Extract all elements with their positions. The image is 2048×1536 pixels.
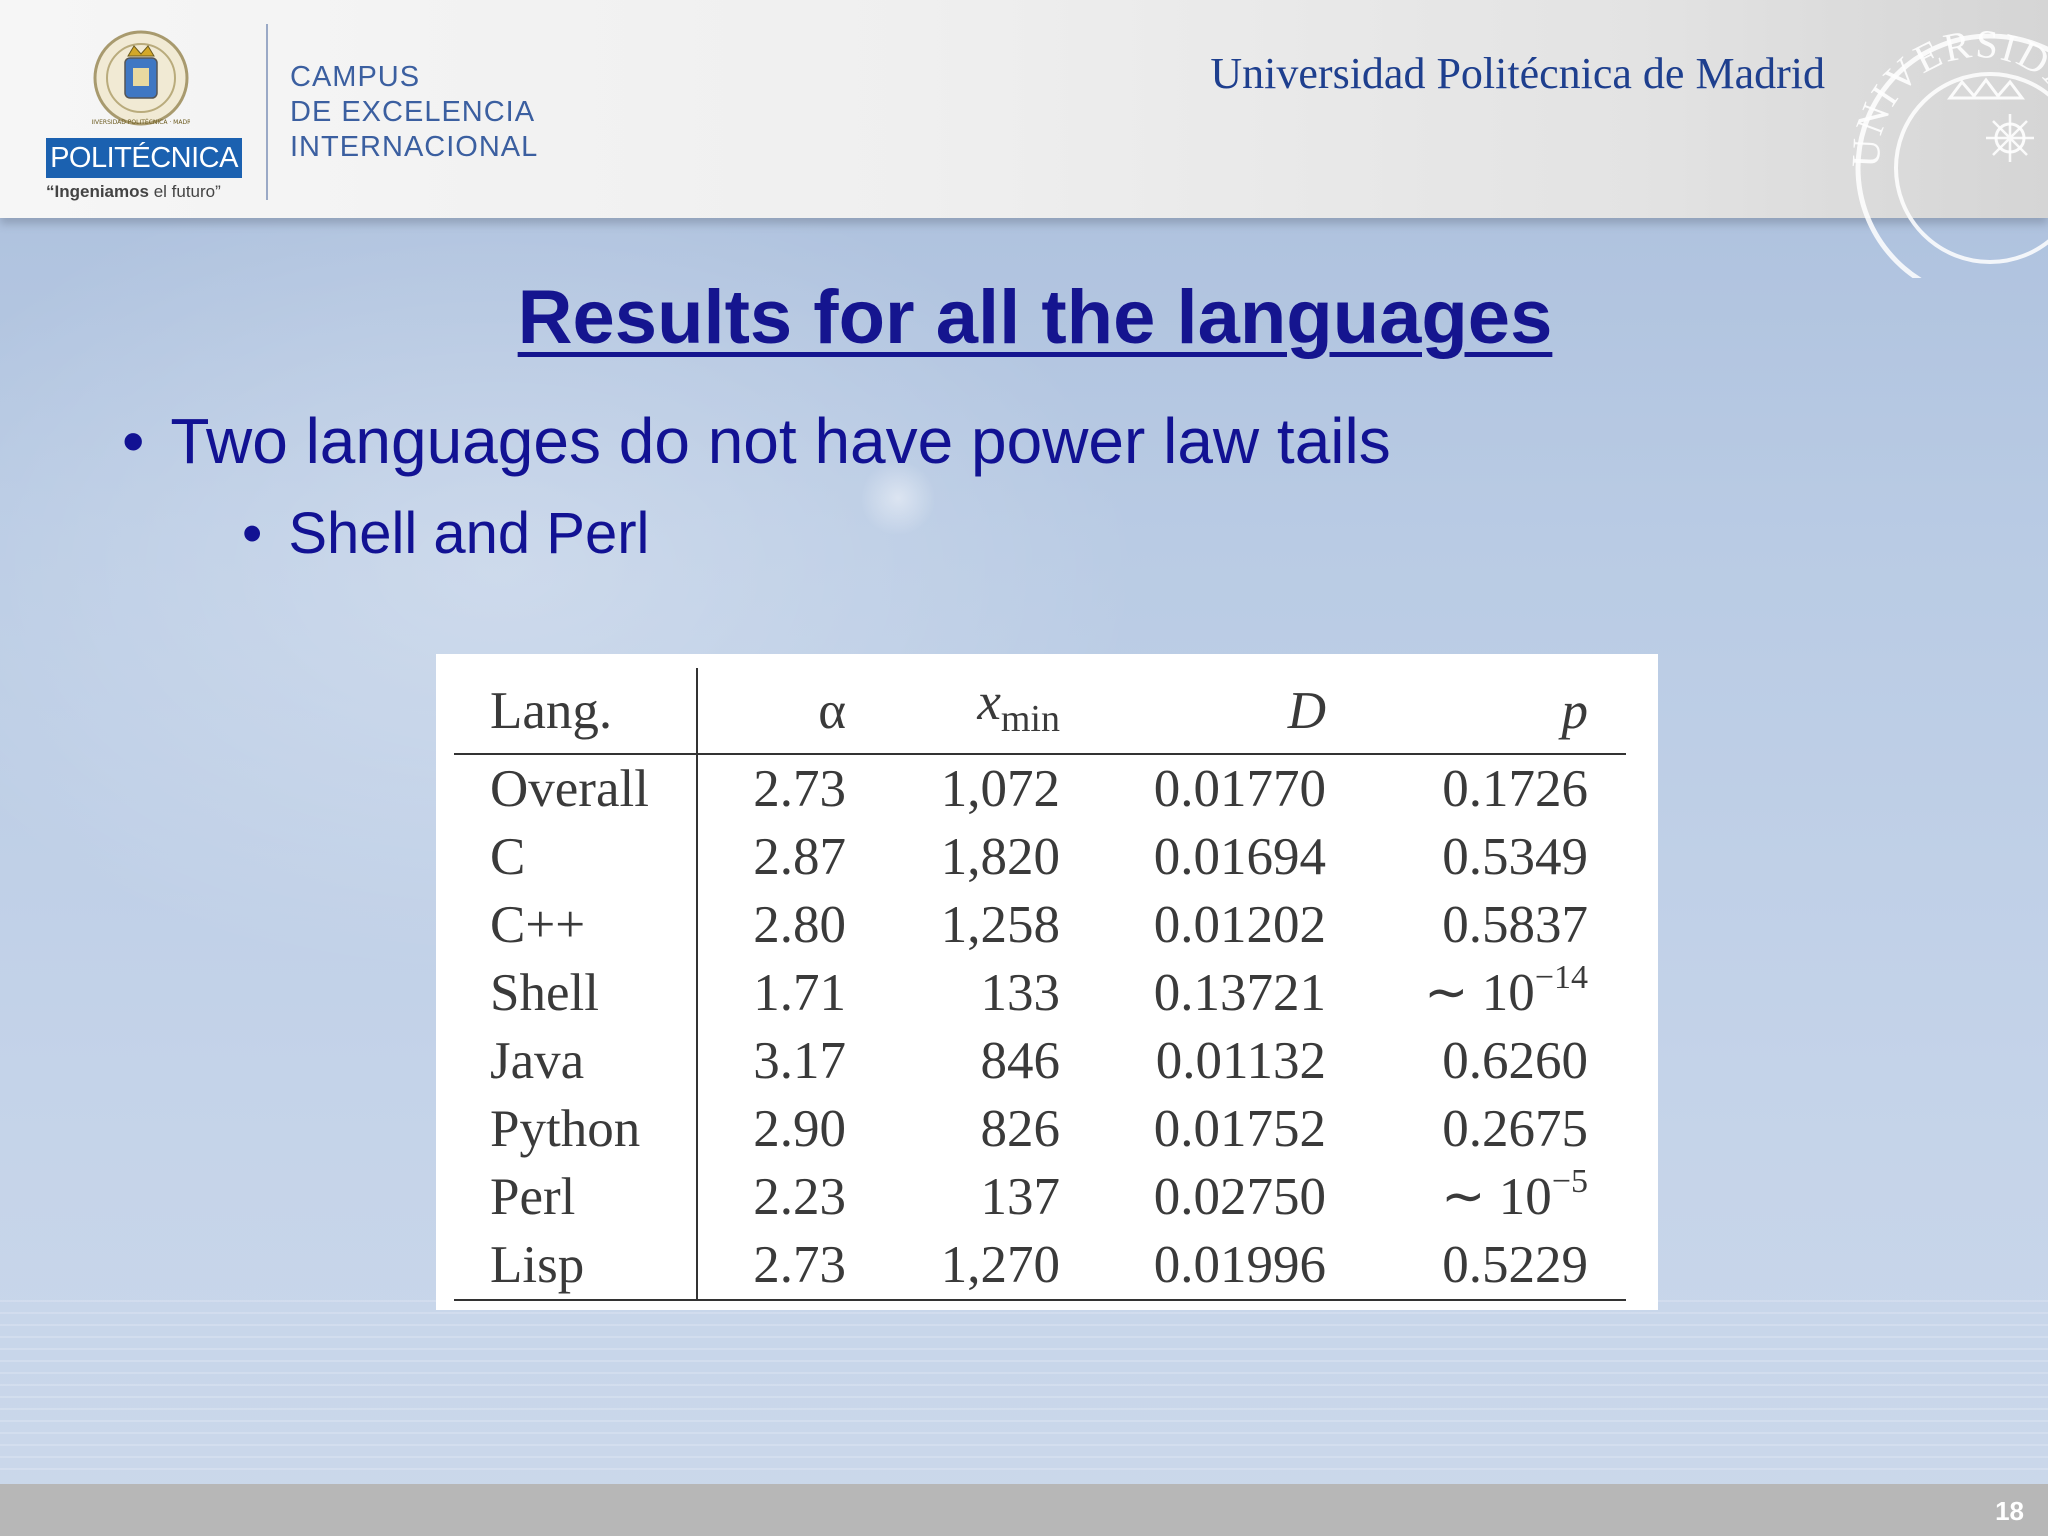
header-alpha: α <box>697 668 846 755</box>
cell-d: 0.01694 <box>1153 828 1326 886</box>
footer-bar: 18 <box>0 1484 2048 1536</box>
cell-alpha: 2.23 <box>753 1168 846 1226</box>
cell-alpha: 2.90 <box>753 1100 846 1158</box>
table-row: Overall 2.73 1,072 0.01770 0.1726 <box>454 754 1626 823</box>
campus-line: CAMPUS <box>290 61 421 93</box>
cell-d: 0.01132 <box>1155 1032 1326 1090</box>
header-xmin: xmin <box>846 668 1060 755</box>
results-table-panel: Lang. α xmin D p Overall 2.73 1,072 0.01… <box>436 654 1658 1310</box>
cell-lang: C <box>454 823 698 891</box>
cell-p: ∼ 10−14 <box>1326 959 1626 1027</box>
cell-p: 0.5837 <box>1442 896 1588 954</box>
cell-d: 0.13721 <box>1153 964 1326 1022</box>
cell-xmin: 1,258 <box>940 896 1060 954</box>
motto-bold: “Ingeniamos <box>46 182 149 201</box>
header-bar: UNIVERSIDAD POLITÉCNICA · MADRID POLITÉC… <box>0 0 2048 278</box>
table-row: Shell 1.71 133 0.13721 ∼ 10−14 <box>454 959 1626 1027</box>
crest-text: UNIVERSIDAD POLITÉCNICA · MADRID <box>92 118 190 126</box>
cell-alpha: 2.73 <box>697 1231 846 1301</box>
cell-p: 0.5229 <box>1326 1231 1626 1301</box>
university-name[interactable]: Universidad Politécnica de Madrid <box>1210 49 1825 98</box>
cell-p: 0.1726 <box>1442 760 1588 818</box>
politecnica-logo[interactable]: POLITÉCNICA <box>46 138 242 178</box>
header-divider <box>266 24 268 200</box>
table-row: Perl 2.23 137 0.02750 ∼ 10−5 <box>454 1163 1626 1231</box>
cell-d: 0.02750 <box>1153 1168 1326 1226</box>
header-p: p <box>1326 668 1626 755</box>
table-row: C 2.87 1,820 0.01694 0.5349 <box>454 823 1626 891</box>
cell-p-exponent: −14 <box>1534 959 1588 996</box>
cell-lang: Overall <box>454 754 698 823</box>
table-row: Lisp 2.73 1,270 0.01996 0.5229 <box>454 1231 1626 1301</box>
cell-lang: Lisp <box>454 1231 698 1301</box>
page-number: 18 <box>1995 1496 2024 1526</box>
cell-lang: Java <box>454 1027 698 1095</box>
cell-p: 0.5349 <box>1442 828 1588 886</box>
bullet-item: • Two languages do not have power law tai… <box>122 404 1391 478</box>
cell-alpha: 2.73 <box>753 760 846 818</box>
cell-d: 0.01770 <box>1153 760 1326 818</box>
cell-p-base: ∼ 10 <box>1441 1168 1552 1226</box>
university-seal-icon: UNIVERSIDAD*P <box>1840 18 2048 278</box>
bullet-icon: • <box>122 405 145 477</box>
campus-line: INTERNACIONAL <box>290 131 539 163</box>
cell-xmin: 846 <box>980 1032 1061 1090</box>
cell-lang: Python <box>454 1095 698 1163</box>
results-table: Lang. α xmin D p Overall 2.73 1,072 0.01… <box>454 668 1626 1301</box>
cell-p-base: ∼ 10 <box>1424 964 1535 1022</box>
cell-xmin: 1,072 <box>940 760 1060 818</box>
table-row: Java 3.17 846 0.01132 0.6260 <box>454 1027 1626 1095</box>
cell-lang: Perl <box>454 1163 698 1231</box>
cell-alpha: 1.71 <box>753 964 846 1022</box>
cell-xmin: 826 <box>980 1100 1061 1158</box>
header-xmin-base: x <box>977 673 1001 731</box>
cell-d: 0.01202 <box>1153 896 1326 954</box>
sub-bullet-item: • Shell and Perl <box>242 500 649 567</box>
campus-label: CAMPUS DE EXCELENCIA INTERNACIONAL <box>290 60 538 165</box>
cell-p: 0.6260 <box>1442 1032 1588 1090</box>
cell-xmin: 1,270 <box>846 1231 1060 1301</box>
campus-line: DE EXCELENCIA <box>290 96 536 128</box>
slide-title: Results for all the languages <box>517 275 1553 360</box>
header-lang: Lang. <box>454 668 698 755</box>
cell-lang: C++ <box>454 891 698 959</box>
cell-p-exponent: −5 <box>1551 1163 1588 1200</box>
header-d: D <box>1060 668 1326 755</box>
motto-rest: el futuro” <box>148 182 221 201</box>
cell-xmin: 137 <box>980 1168 1061 1226</box>
cell-xmin: 133 <box>980 964 1061 1022</box>
background-streaks <box>0 1300 2048 1480</box>
bullet-icon: • <box>242 501 263 566</box>
header-xmin-sub: min <box>1000 698 1060 740</box>
cell-xmin: 1,820 <box>940 828 1060 886</box>
cell-p: 0.2675 <box>1442 1100 1588 1158</box>
cell-d: 0.01996 <box>1060 1231 1326 1301</box>
cell-alpha: 3.17 <box>753 1032 846 1090</box>
bullet-text: Two languages do not have power law tail… <box>170 405 1391 477</box>
cell-lang: Shell <box>454 959 698 1027</box>
sub-bullet-text: Shell and Perl <box>288 501 650 566</box>
table-row: Python 2.90 826 0.01752 0.2675 <box>454 1095 1626 1163</box>
table-header-row: Lang. α xmin D p <box>454 668 1626 755</box>
cell-alpha: 2.80 <box>753 896 846 954</box>
motto: “Ingeniamos el futuro” <box>46 182 256 202</box>
cell-alpha: 2.87 <box>753 828 846 886</box>
crest-icon: UNIVERSIDAD POLITÉCNICA · MADRID <box>92 30 190 126</box>
cell-p: ∼ 10−5 <box>1326 1163 1626 1231</box>
table-row: C++ 2.80 1,258 0.01202 0.5837 <box>454 891 1626 959</box>
cell-d: 0.01752 <box>1153 1100 1326 1158</box>
